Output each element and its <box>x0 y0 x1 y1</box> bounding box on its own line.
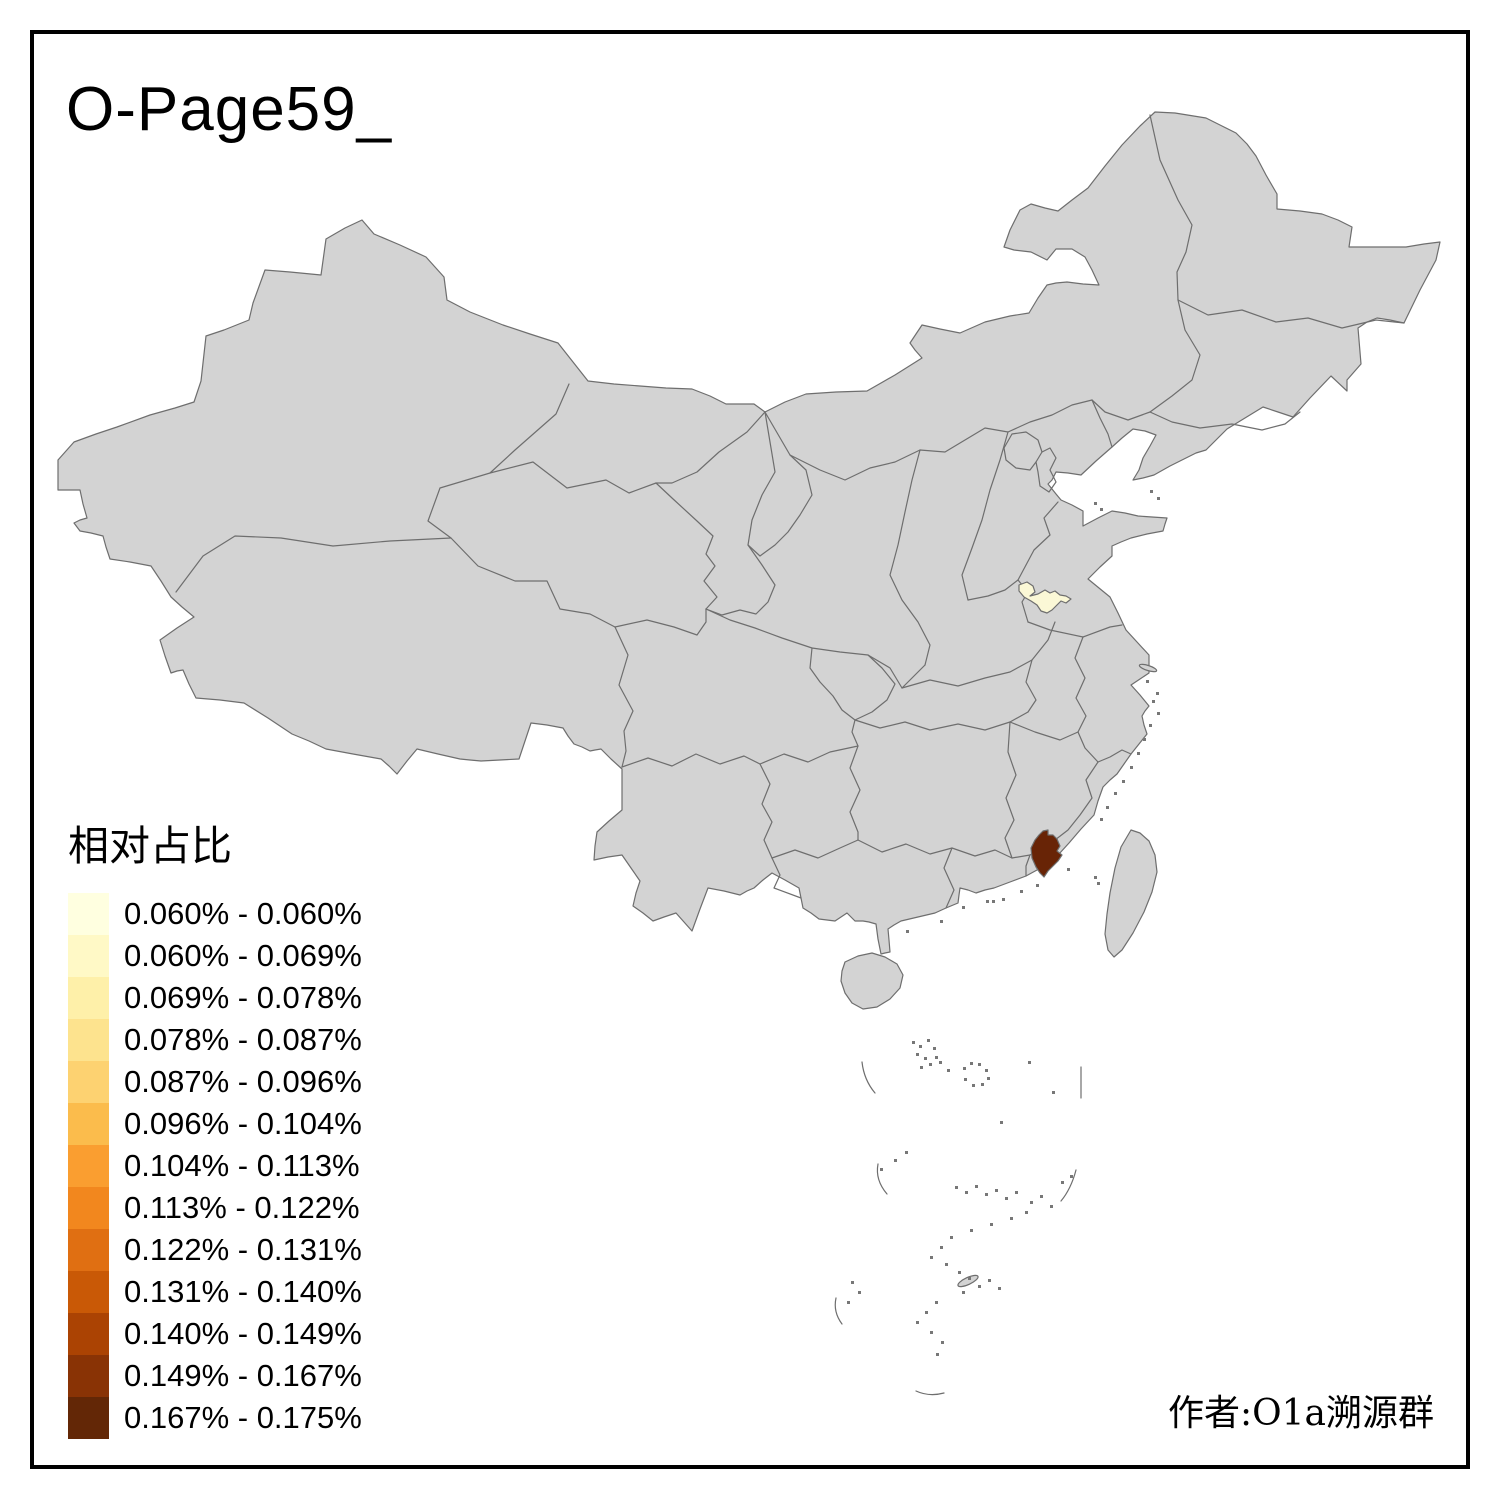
legend-item: 0.060% - 0.069% <box>68 935 362 977</box>
legend-item: 0.131% - 0.140% <box>68 1271 362 1313</box>
legend-color-swatch <box>68 1229 109 1271</box>
legend-item-label: 0.060% - 0.069% <box>124 938 362 973</box>
legend-title: 相对占比 <box>68 822 232 870</box>
legend-item: 0.096% - 0.104% <box>68 1103 362 1145</box>
page-title: O-Page59_ <box>66 75 393 144</box>
legend-item: 0.078% - 0.087% <box>68 1019 362 1061</box>
legend-item: 0.113% - 0.122% <box>68 1187 362 1229</box>
legend-color-swatch <box>68 1187 109 1229</box>
legend-item-label: 0.149% - 0.167% <box>124 1358 362 1393</box>
legend-color-swatch <box>68 935 109 977</box>
legend-item-label: 0.087% - 0.096% <box>124 1064 362 1099</box>
hainan-island <box>840 952 904 1010</box>
legend-color-swatch <box>68 1271 109 1313</box>
legend-items: 0.060% - 0.060% 0.060% - 0.069% 0.069% - 0… <box>68 893 362 1439</box>
region-southwest-shandong <box>1018 581 1072 614</box>
legend-color-swatch <box>68 1397 109 1439</box>
chongming-island <box>1138 663 1158 673</box>
legend-color-swatch <box>68 1061 109 1103</box>
legend-color-swatch <box>68 1103 109 1145</box>
author-credit: 作者:O1a溯源群 <box>1167 1393 1434 1434</box>
region-southern-fujian <box>1030 829 1063 878</box>
south-sea-islet <box>957 1274 979 1288</box>
map-layers <box>57 111 1441 1396</box>
legend-item-label: 0.060% - 0.060% <box>124 896 362 931</box>
legend-color-swatch <box>68 977 109 1019</box>
legend-item-label: 0.131% - 0.140% <box>124 1274 362 1309</box>
legend-item: 0.140% - 0.149% <box>68 1313 362 1355</box>
legend-item-label: 0.078% - 0.087% <box>124 1022 362 1057</box>
mainland-china-outline <box>57 111 1441 955</box>
legend-color-swatch <box>68 893 109 935</box>
legend-item-label: 0.140% - 0.149% <box>124 1316 362 1351</box>
legend-item: 0.069% - 0.078% <box>68 977 362 1019</box>
province-borders <box>175 114 1405 909</box>
legend-color-swatch <box>68 1313 109 1355</box>
legend-color-swatch <box>68 1355 109 1397</box>
legend-item-label: 0.113% - 0.122% <box>124 1190 360 1225</box>
island-arc-outlines <box>834 1061 1082 1396</box>
taiwan-island <box>1104 829 1158 958</box>
legend-item-label: 0.122% - 0.131% <box>124 1232 362 1267</box>
legend-color-swatch <box>68 1019 109 1061</box>
legend-item: 0.122% - 0.131% <box>68 1229 362 1271</box>
legend-item: 0.060% - 0.060% <box>68 893 362 935</box>
legend-item-label: 0.069% - 0.078% <box>124 980 362 1015</box>
legend-item: 0.104% - 0.113% <box>68 1145 362 1187</box>
legend-item-label: 0.104% - 0.113% <box>124 1148 360 1183</box>
legend-color-swatch <box>68 1145 109 1187</box>
legend-item: 0.087% - 0.096% <box>68 1061 362 1103</box>
legend: 相对占比 0.060% - 0.060% 0.060% - 0.069% 0.069… <box>68 812 362 1439</box>
legend-item-label: 0.096% - 0.104% <box>124 1106 362 1141</box>
legend-item: 0.167% - 0.175% <box>68 1397 362 1439</box>
legend-item-label: 0.167% - 0.175% <box>124 1400 362 1435</box>
legend-item: 0.149% - 0.167% <box>68 1355 362 1397</box>
